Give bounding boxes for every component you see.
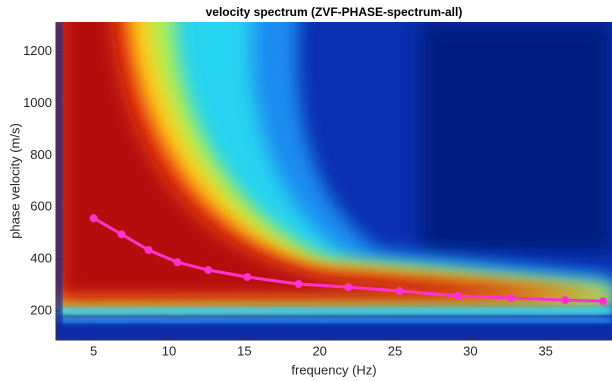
series-marker — [144, 246, 153, 255]
x-tick-label: 5 — [90, 343, 97, 358]
x-axis-label: frequency (Hz) — [291, 362, 376, 377]
x-tick-label: 10 — [162, 343, 176, 358]
y-tick-label: 1200 — [23, 43, 52, 58]
series-marker — [598, 297, 607, 306]
x-tick-label: 15 — [237, 343, 251, 358]
y-tick-label: 200 — [30, 302, 52, 317]
heatmap — [56, 22, 612, 340]
series-marker — [89, 214, 98, 223]
x-tick-label: 20 — [312, 343, 326, 358]
x-tick-label: 35 — [538, 343, 552, 358]
series-marker — [204, 266, 213, 275]
x-tick-label: 25 — [388, 343, 402, 358]
series-marker — [561, 296, 570, 305]
y-axis-label: phase velocity (m/s) — [7, 123, 22, 239]
series-marker — [454, 291, 463, 300]
y-tick-label: 1000 — [23, 95, 52, 110]
series-marker — [344, 283, 353, 292]
series-marker — [117, 230, 126, 239]
y-tick-label: 800 — [30, 147, 52, 162]
x-tick-label: 30 — [463, 343, 477, 358]
y-tick-label: 600 — [30, 199, 52, 214]
series-marker — [294, 280, 303, 289]
series-marker — [507, 294, 516, 303]
chart-title: velocity spectrum (ZVF-PHASE-spectrum-al… — [206, 5, 463, 19]
axis — [55, 22, 612, 341]
series-marker — [173, 258, 182, 267]
y-tick-label: 400 — [30, 251, 52, 266]
series-marker — [243, 273, 252, 282]
series-marker — [395, 287, 404, 296]
